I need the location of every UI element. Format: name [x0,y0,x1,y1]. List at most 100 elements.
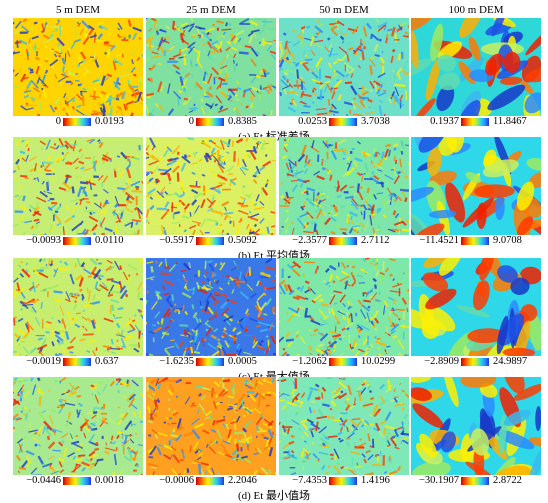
map-raster [146,258,276,356]
column-header-50m: 50 m DEM [279,4,409,16]
scale-max-value: 11.8467 [493,116,527,127]
scale-max-value: 24.9897 [493,356,527,367]
column-header-5m: 5 m DEM [13,4,143,16]
map-panel-r1-c3 [279,18,409,116]
scale-min-value: 0.1937 [430,116,459,127]
color-scale: −0.0446 0.0018 [11,476,145,487]
colorbar [329,237,357,245]
color-scale: −11.4521 9.0708 [409,236,543,247]
column-header-25m: 25 m DEM [146,4,276,16]
scale-min-value: −1.2062 [292,356,327,367]
map-raster [13,18,143,116]
scale-min-value: −2.8909 [424,356,459,367]
map-raster [411,258,541,356]
row-caption: (d) Et 最小值场 [0,487,548,503]
scale-min-value: −0.0006 [159,475,194,486]
scale-min-value: −7.4353 [292,475,327,486]
scale-min-value: −30.1907 [419,475,459,486]
scale-max-value: 0.0018 [95,475,124,486]
map-panel-r4-c4 [411,377,541,475]
color-scale: 0 0.0193 [11,117,145,128]
scale-max-value: 0.0110 [95,235,124,246]
color-scale: −1.2062 10.0299 [277,357,411,368]
color-scale: 0.1937 11.8467 [409,117,543,128]
color-scale: −0.0093 0.0110 [11,236,145,247]
map-raster [146,377,276,475]
color-scale: −2.8909 24.9897 [409,357,543,368]
scale-max-value: 10.0299 [361,356,395,367]
scale-min-value: −2.3577 [292,235,327,246]
map-raster [13,137,143,235]
colorbar [63,237,91,245]
scale-min-value: −1.6235 [159,356,194,367]
map-panel-r2-c4 [411,137,541,235]
colorbar [196,477,224,485]
colorbar [63,477,91,485]
map-panel-r4-c1 [13,377,143,475]
scale-min-value: −0.0093 [26,235,61,246]
map-panel-r2-c2 [146,137,276,235]
colorbar [461,237,489,245]
map-panel-r2-c1 [13,137,143,235]
color-scale: −1.6235 0.0005 [144,357,278,368]
scale-min-value: −0.5917 [159,235,194,246]
map-panel-r4-c2 [146,377,276,475]
color-scale: −0.0019 0.637 [11,357,145,368]
map-raster [279,137,409,235]
scale-min-value: −11.4521 [419,235,459,246]
color-scale: −30.1907 2.8722 [409,476,543,487]
map-panel-r3-c3 [279,258,409,356]
scale-max-value: 2.7112 [361,235,390,246]
colorbar [461,118,489,126]
scale-max-value: 2.8722 [493,475,522,486]
scale-max-value: 0.0005 [228,356,257,367]
map-panel-r2-c3 [279,137,409,235]
scale-max-value: 9.0708 [493,235,522,246]
column-header-100m: 100 m DEM [411,4,541,16]
map-panel-r3-c2 [146,258,276,356]
map-raster [411,377,541,475]
map-panel-r1-c4 [411,18,541,116]
color-scale: −2.3577 2.7112 [277,236,411,247]
scale-min-value: 0 [189,116,194,127]
scale-min-value: −0.0446 [26,475,61,486]
map-raster [279,18,409,116]
colorbar [63,358,91,366]
colorbar [196,118,224,126]
map-panel-r1-c1 [13,18,143,116]
map-panel-r4-c3 [279,377,409,475]
map-raster [411,18,541,116]
map-panel-r3-c1 [13,258,143,356]
colorbar [329,358,357,366]
scale-max-value: 0.5092 [228,235,257,246]
map-panel-r1-c2 [146,18,276,116]
scale-max-value: 2.2046 [228,475,257,486]
map-panel-r3-c4 [411,258,541,356]
scale-max-value: 0.8385 [228,116,257,127]
scale-max-value: 0.0193 [95,116,124,127]
color-scale: −0.0006 2.2046 [144,476,278,487]
colorbar [461,358,489,366]
colorbar [63,118,91,126]
color-scale: −7.4353 1.4196 [277,476,411,487]
map-raster [279,377,409,475]
color-scale: 0 0.8385 [144,117,278,128]
map-raster [411,137,541,235]
scale-min-value: −0.0019 [26,356,61,367]
color-scale: −0.5917 0.5092 [144,236,278,247]
scale-max-value: 1.4196 [361,475,390,486]
colorbar [329,118,357,126]
colorbar [329,477,357,485]
colorbar [196,237,224,245]
colorbar [461,477,489,485]
map-raster [279,258,409,356]
colorbar [196,358,224,366]
scale-min-value: 0.0253 [298,116,327,127]
map-raster [146,137,276,235]
scale-min-value: 0 [56,116,61,127]
scale-max-value: 0.637 [95,356,119,367]
map-raster [13,377,143,475]
map-raster [146,18,276,116]
map-raster [13,258,143,356]
